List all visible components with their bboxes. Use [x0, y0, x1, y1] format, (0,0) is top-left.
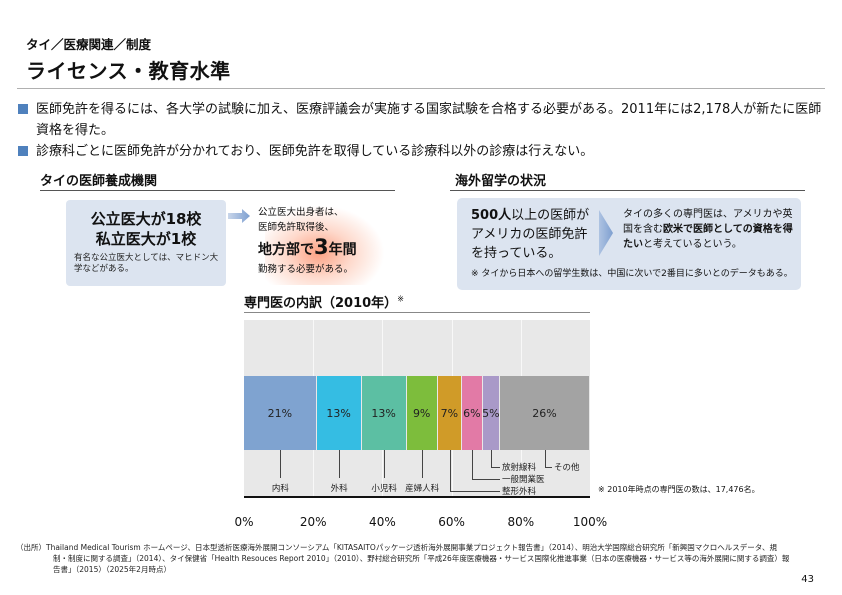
category-label: 放射線科: [502, 463, 537, 473]
chart-footnote: ※ 2010年時点の専門医の数は、17,476名。: [598, 485, 760, 494]
bullet-item: 診療科ごとに医師免許が分かれており、医師免許を取得している診療科以外の診療は行え…: [16, 141, 831, 162]
callout-line: 公立医大出身者は、: [258, 207, 344, 218]
rural-service-callout: 公立医大出身者は、 医師免許取得後、 地方部で3年間 勤務する必要がある。: [258, 205, 357, 277]
page-title: ライセンス・教育水準: [26, 59, 231, 83]
schools-note: 有名な公立医大としては、マヒドン大学などがある。: [74, 253, 219, 274]
x-tick-label: 0%: [234, 515, 254, 529]
leader-line: [545, 467, 552, 468]
square-bullet-icon: [18, 104, 28, 114]
section-divider: [40, 190, 395, 191]
x-tick-label: 40%: [369, 515, 396, 529]
arrow-right-icon: [228, 209, 250, 223]
bullet-item: 医師免許を得るには、各大学の試験に加え、医療評議会が実施する国家試験を合格する必…: [16, 99, 831, 141]
leader-line: [339, 450, 341, 478]
chart-title: 専門医の内訳（2010年）※: [244, 292, 404, 311]
category-label: その他: [554, 463, 580, 473]
overseas-study-box: 500人以上の医師がアメリカの医師免許を持っている。 タイの多くの専門医は、アメ…: [457, 198, 801, 290]
page-number: 43: [801, 574, 814, 585]
callout-line: 医師免許取得後、: [258, 222, 335, 233]
pref-bold: 欧米で医師としての資格を得たい: [623, 224, 793, 250]
section-title-training: タイの医師養成機関: [40, 174, 158, 189]
bar-segment: 13%: [361, 376, 407, 450]
callout-line: 勤務する必要がある。: [258, 264, 354, 275]
source-line: 制・制度に関する調査」（2014）、タイ保健省「Health Resouces …: [53, 554, 790, 563]
leader-line: [545, 450, 547, 467]
bar-segment: 26%: [500, 376, 590, 450]
x-tick-label: 80%: [507, 515, 535, 529]
bar-segment: 13%: [316, 376, 362, 450]
private-schools-count: 私立医大が1校: [95, 230, 197, 248]
x-axis-line: [244, 496, 590, 498]
category-label: 産婦人科: [405, 484, 440, 494]
x-tick-label: 60%: [438, 515, 465, 529]
us-license-count: 500人: [471, 208, 512, 223]
category-label: 整形外科: [502, 487, 537, 497]
callout-emphasis: 地方部で3年間: [258, 235, 357, 262]
us-license-rest: 以上の医師がアメリカの医師免許を持っている。: [471, 208, 590, 261]
specialist-preference-text: タイの多くの専門医は、アメリカや英国を含む欧米で医師としての資格を得たいと考えて…: [623, 207, 793, 252]
callout-emph-prefix: 地方部で: [258, 242, 314, 258]
chart-title-mark: ※: [397, 294, 404, 304]
medical-schools-box: 公立医大が18校 私立医大が1校 有名な公立医大としては、マヒドン大学などがある…: [66, 200, 226, 286]
chart-title-divider: [244, 312, 590, 313]
callout-emph-number: 3: [314, 235, 329, 259]
leader-line: [384, 450, 386, 478]
bar-segment: 9%: [406, 376, 438, 450]
source-footnote: （出所）Thailand Medical Tourism ホームページ、日本型透…: [16, 542, 828, 575]
section-title-overseas: 海外留学の状況: [455, 174, 547, 189]
bar-segment: 6%: [461, 376, 483, 450]
title-divider: [17, 88, 825, 89]
bar-segment: 21%: [244, 376, 317, 450]
category-label: 小児科: [371, 484, 397, 494]
bar-segment: 5%: [482, 376, 501, 450]
bar-segment: 7%: [437, 376, 462, 450]
highlight-glow: [265, 205, 385, 285]
leader-line: [449, 450, 451, 491]
leader-line: [449, 491, 500, 492]
breadcrumb: タイ／医療関連／制度: [26, 37, 152, 52]
chevron-right-icon: [599, 210, 613, 256]
bullet-text: 診療科ごとに医師免許が分かれており、医師免許を取得している診療科以外の診療は行え…: [36, 144, 594, 159]
category-label: 一般開業医: [502, 475, 545, 485]
x-tick-label: 100%: [572, 515, 608, 529]
bullet-list: 医師免許を得るには、各大学の試験に加え、医療評議会が実施する国家試験を合格する必…: [16, 99, 831, 162]
category-label: 内科: [271, 484, 289, 494]
bullet-text: 医師免許を得るには、各大学の試験に加え、医療評議会が実施する国家試験を合格する必…: [36, 102, 822, 138]
square-bullet-icon: [18, 146, 28, 156]
source-line: （出所）Thailand Medical Tourism ホームページ、日本型透…: [16, 543, 778, 552]
leader-line: [491, 450, 493, 467]
pref-post: と考えているという。: [643, 239, 742, 250]
source-line: 告書」（2015）（2025年2月時点）: [53, 565, 171, 574]
students-note: ※ タイから日本への留学生数は、中国に次いで2番目に多いとのデータもある。: [471, 269, 793, 279]
stacked-bar-plot: 21% 内科 13% 外科 13% 小児科 9% 産婦人科 7% 整形外科 6% 一般開業医 5% 放射線…: [244, 320, 590, 497]
leader-line: [491, 467, 500, 468]
public-schools-count: 公立医大が18校: [90, 210, 202, 228]
leader-line: [472, 479, 500, 480]
us-license-text: 500人以上の医師がアメリカの医師免許を持っている。: [471, 206, 596, 263]
section-divider: [450, 190, 805, 191]
x-tick-label: 20%: [299, 515, 327, 529]
pref-pre: タイの多くの専門医は、アメリカや英国を含む: [623, 209, 793, 235]
chart-title-text: 専門医の内訳（2010年）: [244, 296, 398, 311]
callout-emph-suffix: 年間: [328, 242, 357, 258]
category-label: 外科: [330, 484, 348, 494]
leader-line: [472, 450, 474, 479]
leader-line: [422, 450, 424, 478]
leader-line: [280, 450, 282, 478]
